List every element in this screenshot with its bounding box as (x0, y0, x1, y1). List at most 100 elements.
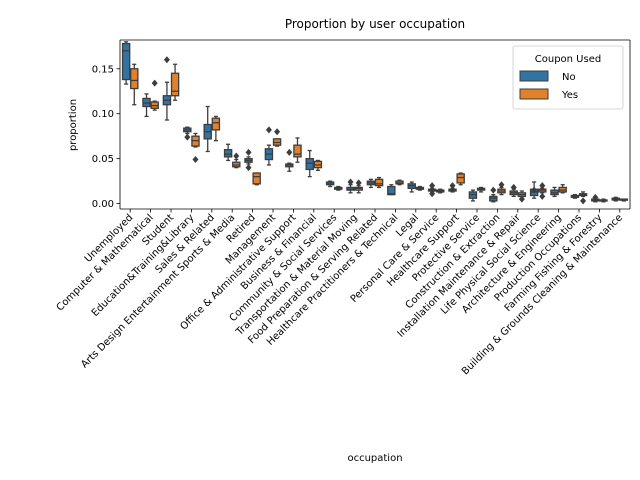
box-yes-18 (497, 181, 506, 196)
box-no-7 (264, 126, 274, 166)
outlier-point (580, 197, 587, 205)
box-yes-5 (232, 152, 241, 169)
box-no-20 (529, 181, 539, 199)
box-yes-10 (334, 185, 343, 191)
box-yes-20 (538, 182, 547, 200)
box-yes-7 (272, 128, 282, 147)
box-no-10 (325, 180, 335, 188)
outlier-point (151, 79, 158, 87)
box-no-22 (570, 193, 580, 199)
outlier-point (510, 183, 517, 191)
box-body (305, 158, 314, 171)
box-yes-15 (436, 188, 445, 194)
box-no-13 (387, 184, 396, 196)
plot-area (119, 39, 631, 210)
y-tick-label: 0.15 (92, 64, 114, 75)
chart-title: Proportion by user occupation (285, 17, 465, 31)
box-no-12 (366, 178, 376, 189)
outlier-point (274, 128, 281, 136)
box-yes-21 (558, 184, 567, 194)
box-body (170, 72, 180, 97)
box-no-21 (550, 186, 559, 198)
box-no-16 (448, 182, 457, 193)
box-no-6 (244, 148, 253, 172)
box-yes-23 (599, 198, 608, 203)
box-yes-0 (130, 63, 139, 106)
outlier-point (184, 133, 191, 141)
outlier-point (245, 148, 252, 156)
box-body (211, 117, 221, 131)
outlier-point (539, 192, 546, 200)
box-body (130, 68, 139, 90)
outlier-point (518, 195, 525, 203)
y-tick-label: 0.10 (92, 109, 114, 120)
box-no-2 (162, 56, 172, 121)
outlier-point (245, 164, 252, 172)
y-tick-label: 0.05 (92, 154, 114, 165)
box-body (293, 144, 302, 158)
box-no-14 (407, 181, 416, 193)
box-body (387, 185, 396, 196)
box-yes-4 (211, 115, 221, 142)
box-yes-13 (395, 179, 404, 186)
box-yes-17 (476, 186, 486, 193)
outlier-point (192, 156, 199, 164)
box-yes-14 (415, 185, 425, 191)
outlier-point (429, 190, 436, 198)
outlier-point (498, 181, 505, 189)
y-axis-label: proportion (68, 99, 79, 151)
box-yes-19 (517, 190, 527, 203)
outlier-point (286, 148, 293, 156)
legend-swatch-no (519, 70, 549, 82)
outlier-point (531, 186, 538, 194)
legend-label-no: No (562, 72, 576, 83)
legend-title: Coupon Used (535, 54, 601, 65)
y-axis: 0.00 0.05 0.10 0.15 (92, 64, 120, 210)
y-tick-label: 0.00 (92, 199, 114, 210)
box-no-9 (305, 149, 314, 178)
outlier-point (355, 179, 362, 187)
box-no-3 (183, 126, 192, 141)
box-no-18 (489, 186, 498, 203)
box-body (121, 42, 131, 81)
box-no-15 (427, 182, 437, 198)
box-no-4 (203, 105, 212, 153)
box-yes-9 (313, 159, 323, 171)
box-yes-24 (619, 198, 629, 202)
box-body (223, 149, 233, 158)
box-yes-16 (456, 172, 465, 186)
box-yes-22 (578, 191, 588, 205)
outlier-point (449, 182, 456, 190)
legend-swatch-yes (519, 88, 549, 100)
outlier-point (592, 193, 599, 201)
box-no-11 (346, 178, 355, 194)
box-no-8 (285, 148, 294, 172)
outlier-point (265, 126, 272, 134)
box-yes-8 (293, 137, 302, 163)
outlier-point (347, 178, 354, 186)
legend-label-yes: Yes (561, 90, 578, 101)
outlier-point (233, 152, 240, 160)
box-no-17 (468, 189, 478, 202)
box-yes-6 (252, 172, 261, 186)
box-body (252, 172, 261, 185)
box-body (374, 178, 384, 187)
box-no-19 (509, 183, 518, 198)
box-yes-2 (170, 63, 180, 101)
box-no-5 (223, 143, 233, 162)
outlier-point (163, 56, 170, 64)
outlier-point (490, 186, 497, 194)
x-axis-label: occupation (347, 453, 402, 464)
box-no-24 (611, 196, 620, 202)
box-yes-11 (354, 179, 363, 194)
box-no-1 (142, 93, 151, 118)
legend: Coupon Used No Yes (512, 45, 624, 110)
box-body (456, 173, 465, 184)
outlier-point (539, 182, 546, 190)
box-no-0 (121, 41, 131, 85)
outlier-point (429, 182, 436, 190)
box-yes-1 (150, 79, 159, 111)
box-yes-3 (191, 132, 200, 164)
box-yes-12 (374, 176, 384, 189)
